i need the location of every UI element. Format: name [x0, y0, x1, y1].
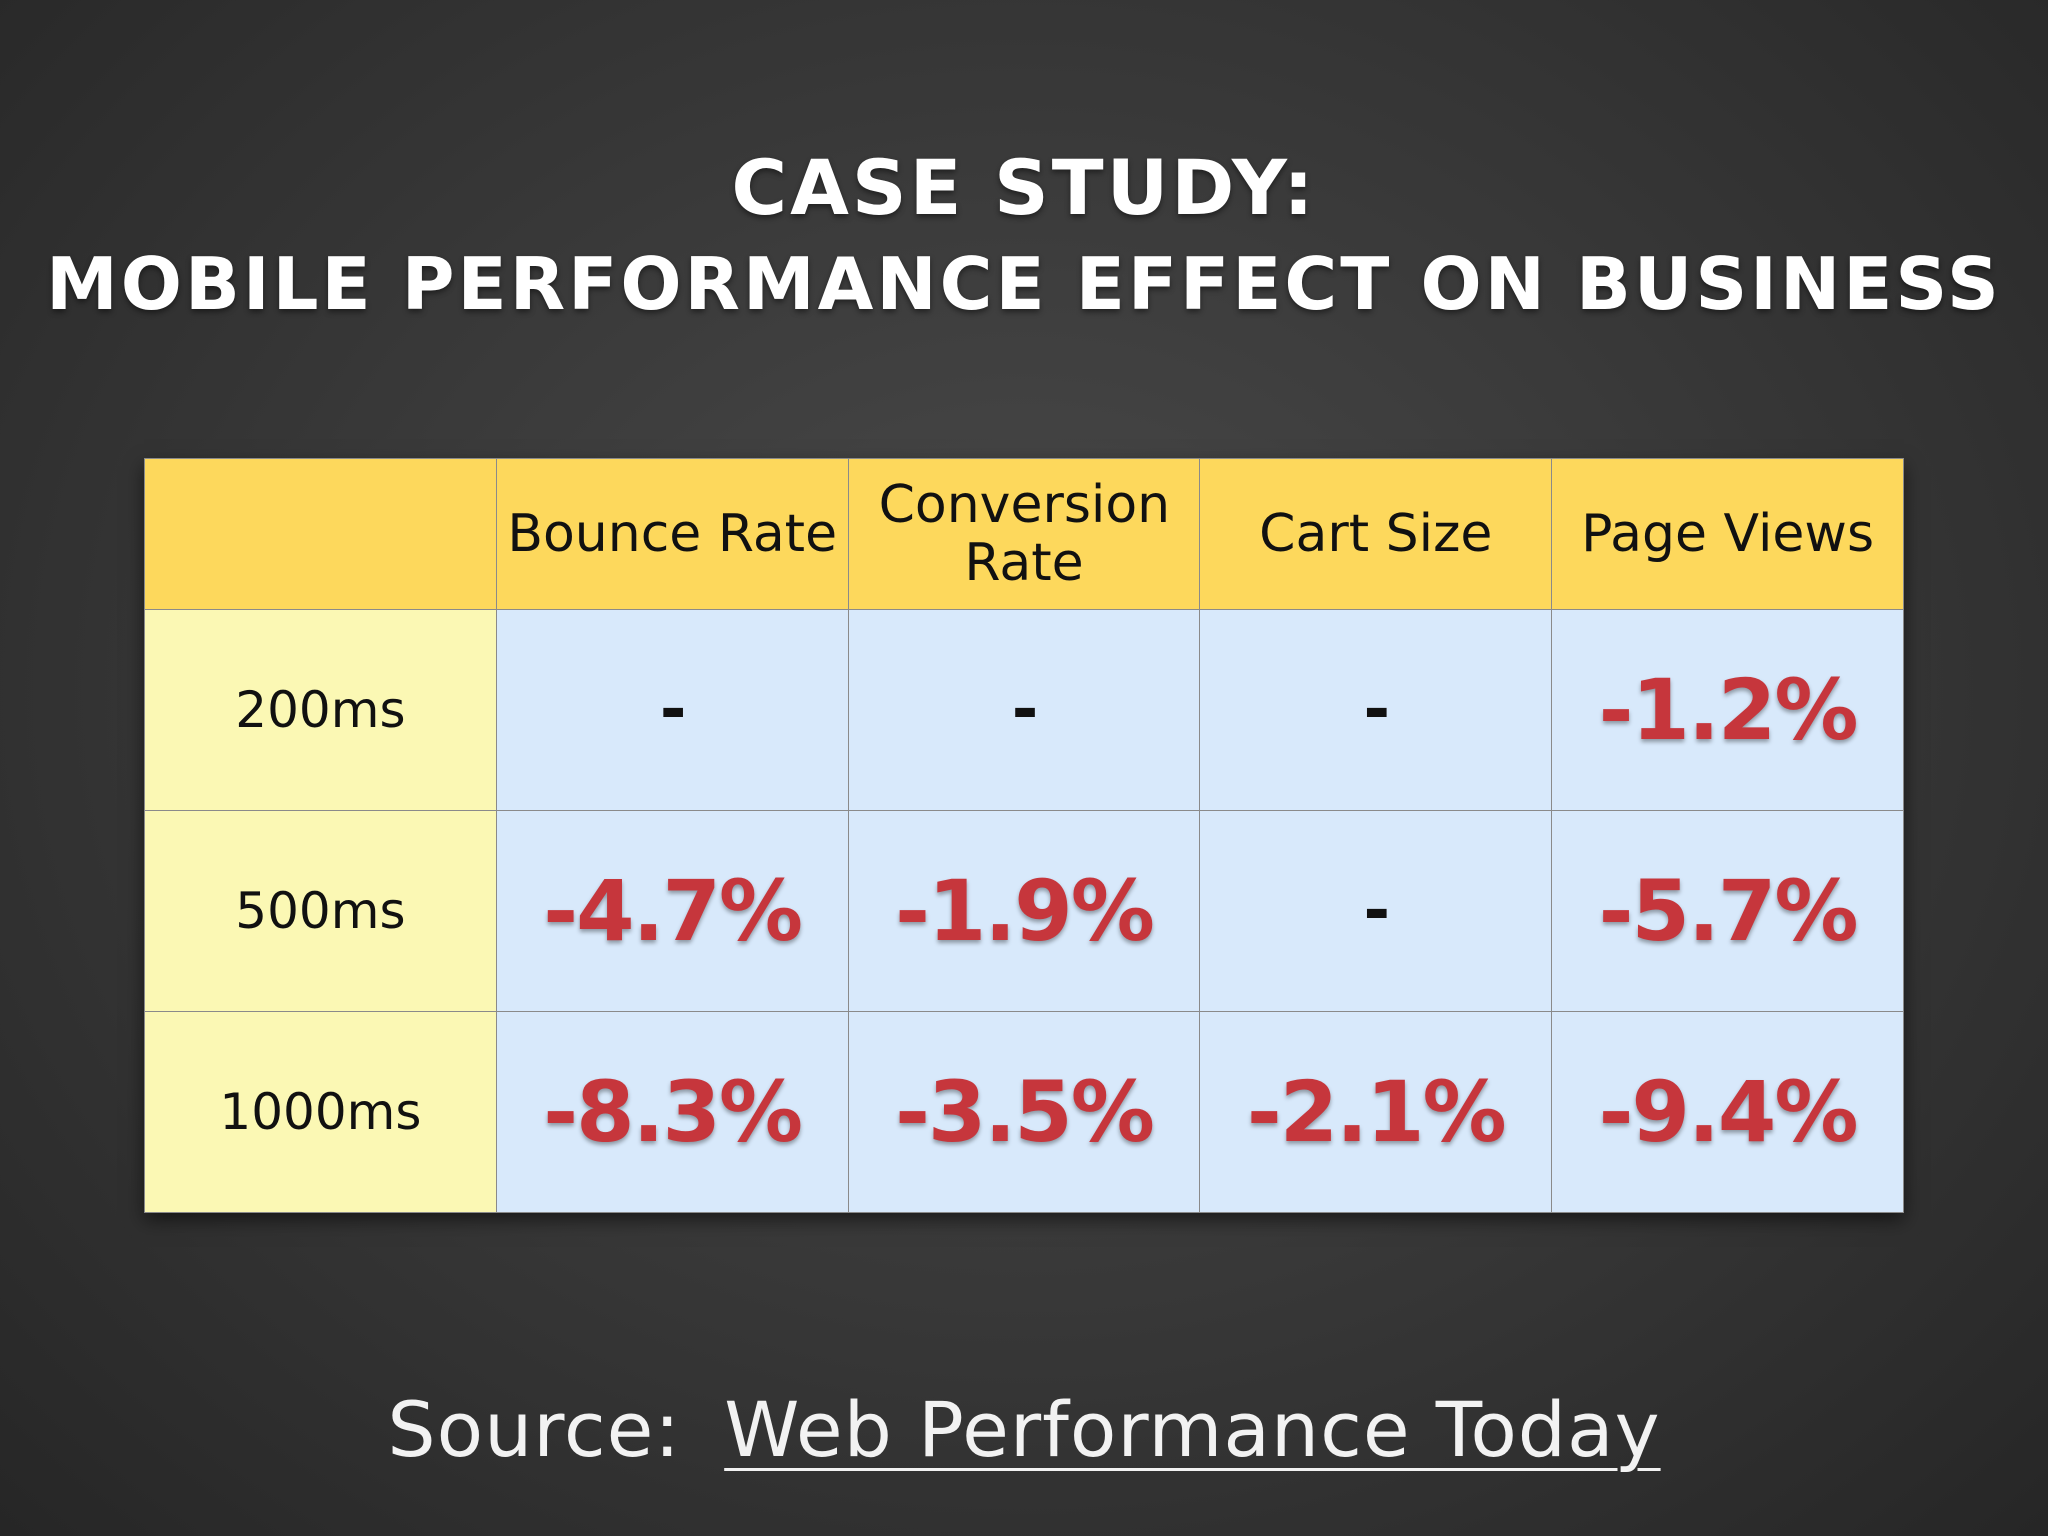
cell-value: -8.3%	[495, 1011, 849, 1213]
table-row: 1000ms -8.3% -3.5% -2.1% -9.4%	[144, 1011, 1904, 1213]
cell-value: -9.4%	[1551, 1011, 1904, 1213]
data-table-container: Bounce Rate Conversion Rate Cart Size Pa…	[144, 458, 1904, 1213]
cell-value: -4.7%	[495, 810, 849, 1012]
data-table: Bounce Rate Conversion Rate Cart Size Pa…	[144, 458, 1904, 1213]
source-line: Source: Web Performance Today	[0, 1385, 2048, 1474]
header-conversion-rate: Conversion Rate	[847, 458, 1201, 610]
cell-value: -1.9%	[847, 810, 1201, 1012]
cell-value: -	[495, 609, 849, 811]
header-bounce-rate: Bounce Rate	[495, 458, 849, 610]
source-prefix: Source:	[387, 1385, 682, 1474]
cell-value: -2.1%	[1199, 1011, 1553, 1213]
row-label-500ms: 500ms	[144, 810, 497, 1012]
cell-value: -	[1199, 810, 1553, 1012]
table-row: 500ms -4.7% -1.9% - -5.7%	[144, 810, 1904, 1012]
slide-title: CASE STUDY: MOBILE PERFORMANCE EFFECT ON…	[0, 140, 2048, 332]
table-row: 200ms - - - -1.2%	[144, 609, 1904, 811]
cell-value: -5.7%	[1551, 810, 1904, 1012]
header-page-views: Page Views	[1551, 458, 1904, 610]
row-label-200ms: 200ms	[144, 609, 497, 811]
cell-value: -	[847, 609, 1201, 811]
title-line-1: CASE STUDY:	[731, 143, 1317, 232]
source-link[interactable]: Web Performance Today	[724, 1385, 1661, 1474]
header-cart-size: Cart Size	[1199, 458, 1553, 610]
cell-value: -1.2%	[1551, 609, 1904, 811]
row-label-1000ms: 1000ms	[144, 1011, 497, 1213]
header-corner	[144, 458, 497, 610]
title-line-2: MOBILE PERFORMANCE EFFECT ON BUSINESS	[46, 242, 2002, 326]
table-header-row: Bounce Rate Conversion Rate Cart Size Pa…	[144, 458, 1904, 610]
cell-value: -3.5%	[847, 1011, 1201, 1213]
cell-value: -	[1199, 609, 1553, 811]
